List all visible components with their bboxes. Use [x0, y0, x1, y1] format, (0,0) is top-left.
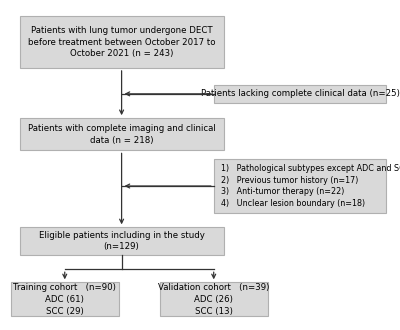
Text: Eligible patients including in the study
(n=129): Eligible patients including in the study…	[39, 231, 204, 251]
Text: 1)   Pathological subtypes except ADC and SCC  (n=32)
2)   Previous tumor histor: 1) Pathological subtypes except ADC and …	[221, 164, 400, 208]
FancyBboxPatch shape	[20, 227, 224, 255]
Text: Patients lacking complete clinical data (n=25): Patients lacking complete clinical data …	[200, 89, 399, 98]
FancyBboxPatch shape	[214, 85, 386, 103]
Text: Patients with complete imaging and clinical
data (n = 218): Patients with complete imaging and clini…	[28, 124, 216, 145]
FancyBboxPatch shape	[20, 118, 224, 150]
FancyBboxPatch shape	[214, 159, 386, 213]
FancyBboxPatch shape	[20, 16, 224, 68]
Text: Validation cohort   (n=39)
ADC (26)
SCC (13): Validation cohort (n=39) ADC (26) SCC (1…	[158, 283, 270, 315]
FancyBboxPatch shape	[160, 282, 268, 316]
Text: Patients with lung tumor undergone DECT
before treatment between October 2017 to: Patients with lung tumor undergone DECT …	[28, 26, 215, 58]
FancyBboxPatch shape	[11, 282, 119, 316]
Text: Training cohort   (n=90)
ADC (61)
SCC (29): Training cohort (n=90) ADC (61) SCC (29)	[13, 283, 116, 315]
